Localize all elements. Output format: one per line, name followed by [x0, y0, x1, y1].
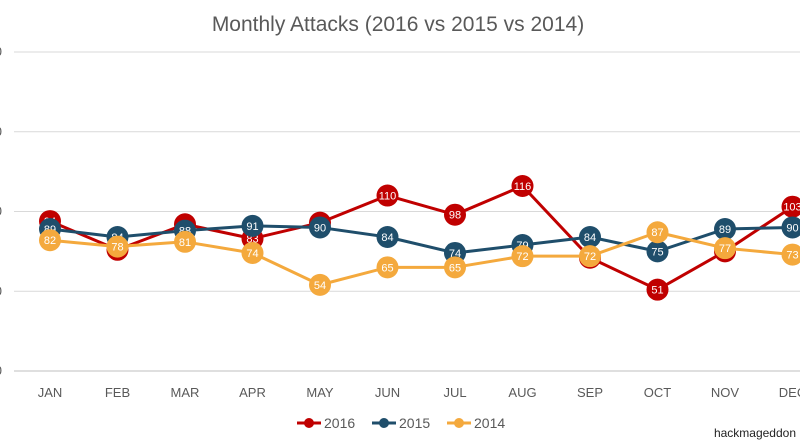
data-point	[376, 184, 399, 207]
data-label: 72	[584, 251, 596, 263]
chart-title: Monthly Attacks (2016 vs 2015 vs 2014)	[212, 13, 584, 36]
y-tick-label: 0	[0, 283, 2, 298]
legend-label: 2015	[399, 415, 430, 431]
series-line	[49, 230, 793, 287]
x-tick-label: MAR	[171, 385, 200, 400]
watermark-text: hackmageddon	[714, 426, 796, 440]
data-label: 73	[786, 250, 798, 262]
y-axis-ticks: 0 0 0 0 0	[0, 44, 2, 378]
legend-marker-icon	[454, 418, 464, 428]
x-tick-label: JUL	[443, 385, 466, 400]
y-tick-label: 0	[0, 204, 2, 219]
x-tick-label: JAN	[38, 385, 63, 400]
data-point	[376, 256, 399, 279]
data-label: 84	[381, 232, 393, 244]
data-label: 77	[719, 243, 731, 255]
data-label: 110	[379, 191, 397, 203]
data-point	[646, 278, 669, 301]
legend: 2016 2015 2014	[297, 415, 505, 431]
y-tick-label: 0	[0, 363, 2, 378]
data-label: 82	[44, 235, 56, 247]
data-point	[511, 245, 534, 268]
data-label: 81	[179, 237, 191, 249]
x-tick-label: APR	[239, 385, 266, 400]
legend-item: 2016	[297, 415, 355, 431]
data-point	[39, 229, 61, 252]
data-point	[781, 243, 800, 266]
series-2014: 82 78 81 74 54 65 65 72 72 87 77 73	[39, 221, 800, 296]
data-label: 91	[246, 221, 258, 233]
x-tick-label: DEC	[779, 385, 800, 400]
x-tick-label: NOV	[711, 385, 740, 400]
x-tick-label: SEP	[577, 385, 603, 400]
data-label: 90	[314, 222, 326, 234]
legend-item: 2014	[447, 415, 505, 431]
data-point	[309, 216, 331, 239]
data-label: 116	[514, 181, 532, 193]
legend-item: 2015	[372, 415, 430, 431]
series-line	[49, 224, 793, 255]
data-point	[579, 245, 601, 268]
data-label: 65	[449, 262, 461, 274]
data-point	[714, 237, 736, 260]
data-point	[444, 256, 466, 279]
data-label: 87	[651, 227, 663, 239]
legend-marker-icon	[304, 418, 314, 428]
data-point	[444, 203, 466, 226]
data-label: 72	[516, 251, 528, 263]
data-label: 84	[584, 232, 596, 244]
series-group: 9476928393110981167151751038984889190847…	[39, 174, 800, 301]
data-label: 65	[381, 262, 393, 274]
data-point	[579, 226, 601, 249]
data-point	[376, 226, 399, 249]
data-label: 74	[246, 248, 258, 260]
legend-label: 2014	[474, 415, 505, 431]
data-point	[106, 235, 129, 258]
data-point	[241, 214, 264, 237]
data-point	[781, 195, 800, 218]
legend-marker-icon	[379, 418, 389, 428]
data-point	[646, 221, 669, 244]
x-axis-ticks: JAN FEB MAR APR MAY JUN JUL AUG SEP OCT NOV DEC	[38, 385, 800, 400]
data-point	[309, 273, 331, 296]
legend-label: 2016	[324, 415, 355, 431]
data-point	[511, 174, 534, 197]
data-label: 103	[783, 202, 800, 214]
data-point	[646, 240, 669, 263]
data-label: 78	[111, 242, 123, 254]
data-label: 89	[719, 224, 731, 236]
data-point	[781, 216, 800, 239]
y-tick-label: 0	[0, 44, 2, 59]
x-tick-label: FEB	[105, 385, 130, 400]
data-label: 98	[449, 210, 461, 222]
gridlines	[14, 51, 800, 372]
x-tick-label: OCT	[644, 385, 672, 400]
x-tick-label: MAY	[306, 385, 334, 400]
data-point	[714, 218, 736, 241]
data-label: 75	[651, 246, 663, 258]
data-label: 51	[651, 285, 663, 297]
data-label: 90	[786, 222, 798, 234]
series-line	[49, 184, 794, 292]
data-label: 54	[314, 280, 326, 292]
y-tick-label: 0	[0, 124, 2, 139]
data-point	[174, 230, 196, 253]
x-tick-label: AUG	[508, 385, 536, 400]
data-point	[241, 241, 264, 264]
x-tick-label: JUN	[375, 385, 400, 400]
